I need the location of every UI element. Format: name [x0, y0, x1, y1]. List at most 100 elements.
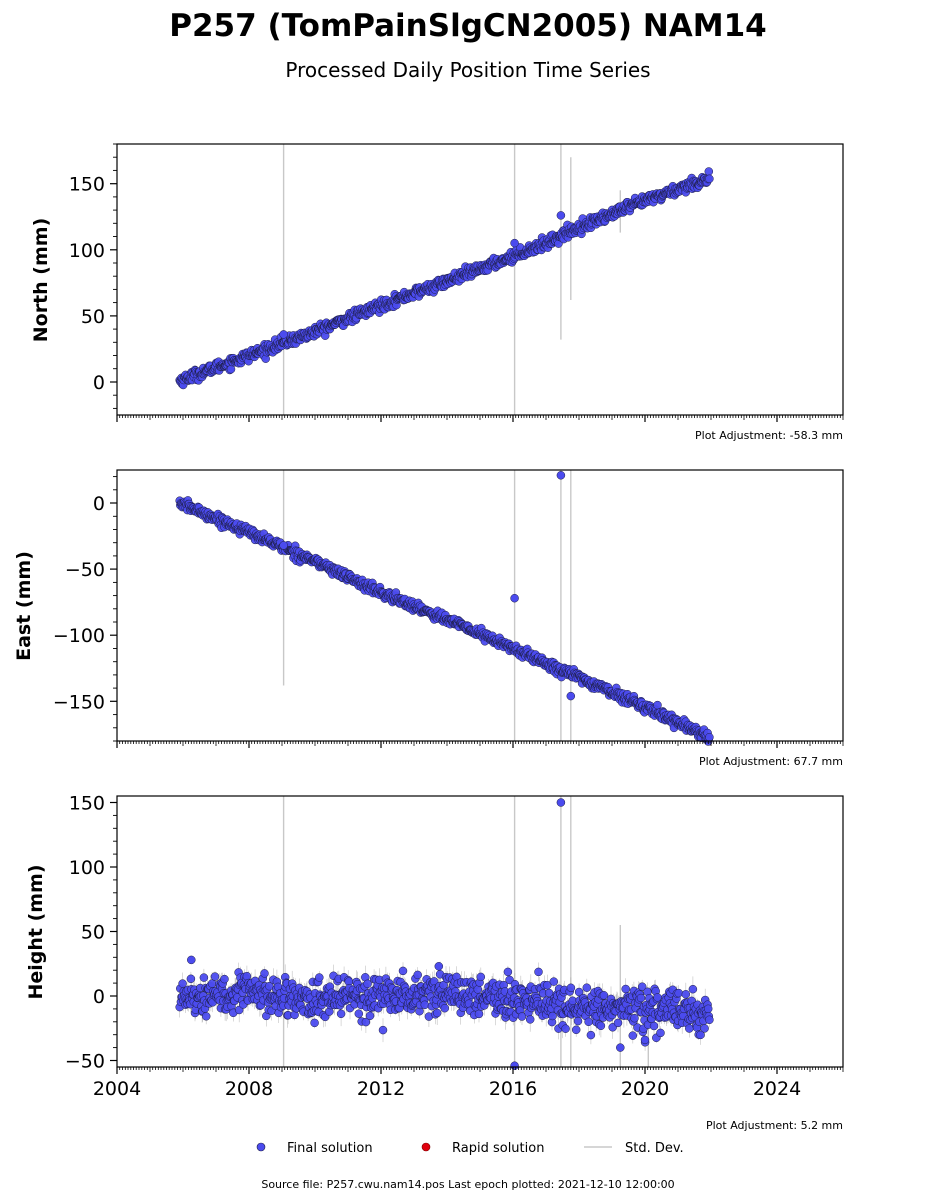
final-solution-point [586, 1030, 596, 1040]
outlier-point [566, 691, 576, 701]
final-solution-point [354, 1009, 364, 1018]
final-solution-point [566, 983, 576, 993]
final-solution-point [628, 1031, 638, 1040]
east-adjustment: Plot Adjustment: 67.7 mm [699, 755, 843, 768]
final-solution-point [420, 1000, 430, 1010]
final-solution-point [703, 1004, 713, 1014]
final-solution-point [378, 1025, 388, 1035]
y-tick-label: −50 [65, 1051, 105, 1073]
final-solution-point [549, 977, 559, 986]
north-panel: 0 50 100 150 North (mm) Plot Adjustment: -5… [30, 143, 844, 442]
final-solution-point [534, 967, 543, 977]
final-solution-point [613, 1018, 623, 1028]
final-solution-point [440, 1003, 450, 1013]
outlier-point [279, 330, 288, 339]
final-solution-point [636, 993, 646, 1003]
final-solution-point [573, 1016, 583, 1026]
final-solution-point [688, 984, 698, 994]
final-solution-point [649, 1021, 659, 1031]
final-solution-point [582, 983, 592, 992]
final-solution-point [700, 1024, 709, 1033]
final-solution-point [476, 972, 486, 982]
final-solution-point [199, 973, 209, 982]
outlier-point [510, 1061, 519, 1070]
final-solution-point [653, 700, 662, 710]
final-solution-point [260, 969, 269, 978]
outlier-point [187, 955, 196, 965]
x-tick-label: 2004 [93, 1078, 141, 1100]
y-tick-label: 0 [93, 986, 105, 1008]
final-solution-point [365, 1011, 375, 1021]
final-solution-point [503, 967, 513, 977]
final-solution-point [525, 1015, 535, 1024]
final-solution-point [226, 364, 236, 374]
final-solution-point [561, 1024, 570, 1033]
x-tick-label: 2024 [753, 1078, 801, 1100]
y-tick-label: 150 [69, 174, 105, 196]
y-tick-label: 100 [69, 857, 105, 879]
x-tick-label: 2012 [357, 1078, 405, 1100]
outlier-point [510, 593, 519, 603]
final-solution-point [653, 993, 662, 1002]
height-panel: −50 0 50 100 150 2004 2008 2012 2016 2020 2024 Hei… [25, 793, 844, 1132]
outlier-point [510, 238, 519, 248]
legend: Final solution Rapid solution Std. Dev. [256, 1141, 684, 1156]
final-solution-point [685, 1024, 694, 1033]
final-solution-point [201, 1012, 211, 1021]
height-plot-frame [116, 795, 844, 1068]
final-solution-point [178, 979, 187, 988]
rapid-solution-label: Rapid solution [452, 1141, 544, 1156]
east-panel: −150 −100 −50 0 East (mm) Plot Adjustment: … [13, 469, 844, 768]
chart-title: P257 (TomPainSlgCN2005) NAM14 [169, 8, 767, 44]
outlier-point [279, 541, 288, 550]
y-tick-label: 0 [93, 493, 105, 515]
final-solution-point [220, 974, 229, 984]
y-tick-label: −150 [53, 691, 105, 713]
north-plot-frame [116, 143, 844, 416]
final-solution-point [674, 988, 683, 998]
x-tick-label: 2016 [489, 1078, 537, 1100]
x-tick-label: 2008 [225, 1078, 273, 1100]
east-plot-frame [116, 469, 844, 742]
final-solution-point [621, 984, 630, 994]
final-solution-point [186, 974, 196, 984]
y-tick-label: 50 [81, 922, 105, 944]
final-solution-point [398, 966, 408, 976]
y-tick-label: 150 [69, 793, 105, 815]
outlier-point [556, 211, 566, 220]
final-solution-point [630, 1013, 639, 1023]
height-adjustment: Plot Adjustment: 5.2 mm [706, 1119, 843, 1132]
final-solution-point [705, 1015, 714, 1025]
y-tick-label: −100 [53, 625, 105, 647]
final-solution-point [474, 1009, 484, 1019]
final-solution-point [571, 1025, 581, 1035]
chart-subtitle: Processed Daily Position Time Series [285, 58, 650, 82]
std-dev-label: Std. Dev. [625, 1141, 684, 1156]
final-solution-marker [256, 1142, 266, 1152]
outlier-point [616, 1043, 625, 1052]
outlier-point [434, 962, 444, 971]
x-tick-label: 2020 [621, 1078, 669, 1100]
final-solution-point [705, 174, 714, 184]
y-tick-label: 0 [93, 372, 105, 394]
final-solution-point [705, 732, 714, 742]
final-solution-point [656, 1028, 665, 1038]
final-solution-point [310, 1018, 319, 1028]
final-solution-point [315, 973, 324, 982]
east-ylabel: East (mm) [13, 551, 35, 661]
y-tick-label: −50 [65, 559, 105, 581]
final-solution-point [599, 991, 609, 1000]
outlier-point [556, 798, 566, 807]
north-ylabel: North (mm) [30, 218, 52, 343]
final-solution-point [432, 1008, 442, 1018]
final-solution-label: Final solution [287, 1141, 373, 1156]
final-solution-point [584, 1017, 593, 1027]
height-ylabel: Height (mm) [25, 864, 47, 999]
final-solution-point [210, 972, 220, 981]
final-solution-point [704, 167, 714, 176]
y-tick-label: 50 [81, 306, 105, 328]
final-solution-point [681, 990, 691, 999]
rapid-solution-marker [421, 1142, 431, 1152]
final-solution-point [596, 1021, 606, 1031]
